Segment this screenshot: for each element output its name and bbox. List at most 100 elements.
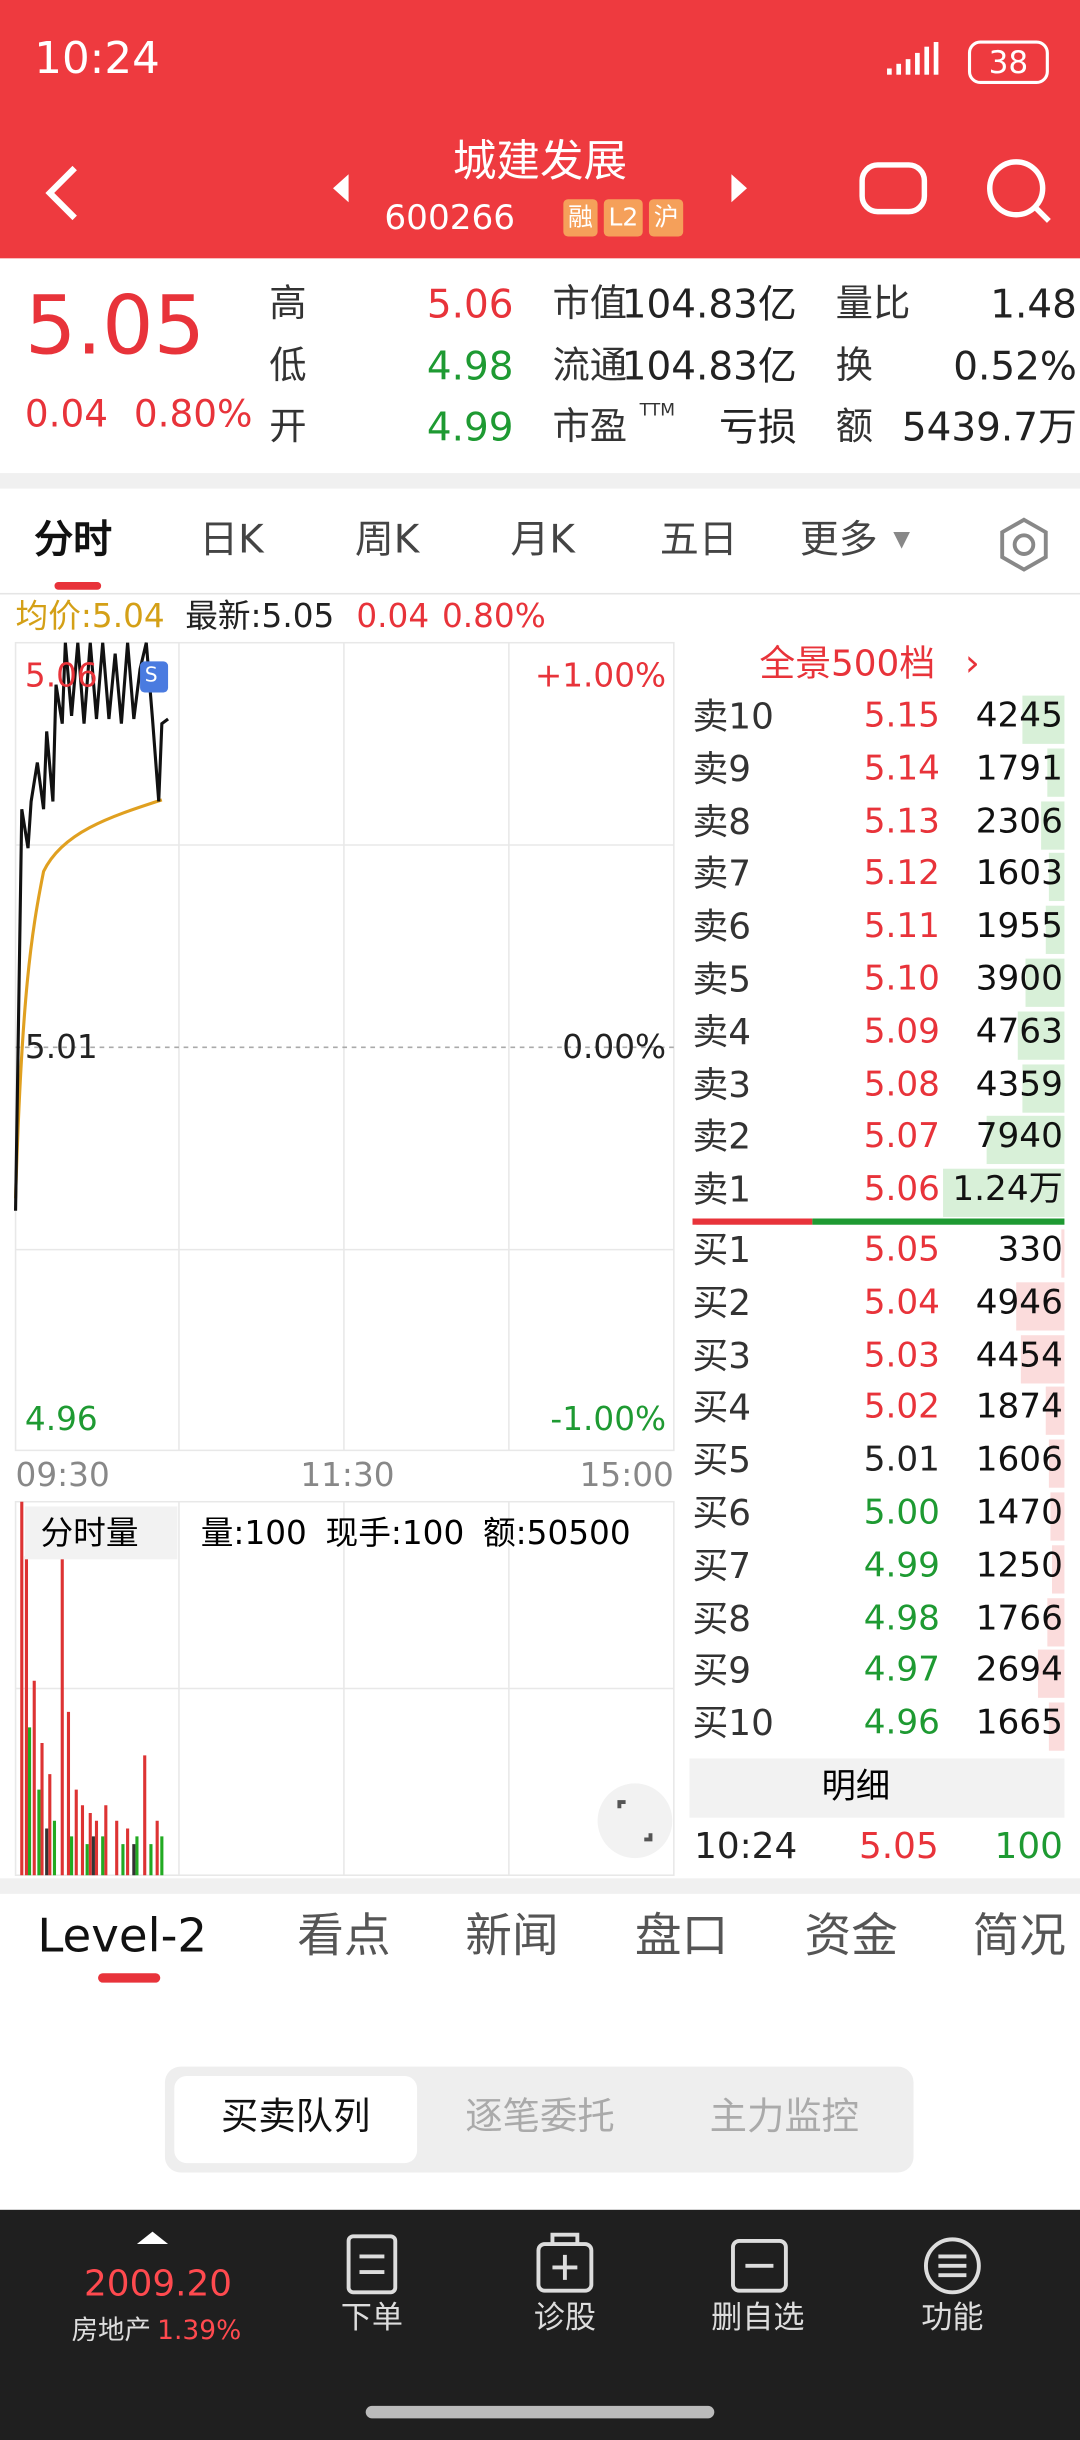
level-price: 4.96	[863, 1704, 940, 1744]
level-price: 5.12	[863, 854, 940, 894]
level-label: 卖3	[692, 1065, 752, 1106]
level-label: 卖1	[692, 1170, 752, 1212]
stat-sup: TTM	[639, 399, 676, 421]
change-pct: 0.80%	[133, 392, 253, 436]
level-price: 4.97	[863, 1651, 940, 1691]
badge: 融	[563, 199, 598, 237]
level-price: 5.13	[863, 802, 940, 842]
level-price: 5.00	[863, 1493, 940, 1533]
level-label: 卖10	[692, 697, 774, 738]
stat-value: 5.06	[426, 281, 514, 327]
chart-tab[interactable]: 周K	[354, 516, 420, 562]
settings-icon[interactable]	[996, 517, 1052, 573]
segment[interactable]: 买卖队列	[220, 2094, 371, 2139]
spread-bar	[812, 1218, 1065, 1225]
index-name: 房地产	[71, 2315, 151, 2347]
divider	[0, 473, 1080, 489]
stat-label: 额	[835, 404, 874, 449]
level-volume: 1665	[975, 1704, 1063, 1744]
tab-indicator	[98, 1973, 161, 1983]
price-mid: 5.01	[24, 1028, 98, 1066]
level-volume: 2694	[975, 1651, 1063, 1691]
latest-change: 0.04	[356, 597, 430, 635]
depth-bar	[1052, 1544, 1065, 1594]
stat-label: 量比	[835, 281, 911, 326]
level-price: 5.04	[863, 1283, 940, 1323]
level-label: 卖5	[692, 960, 752, 1001]
pct-mid: 0.00%	[562, 1028, 667, 1066]
depth-bar	[1021, 1063, 1065, 1113]
chart-tab[interactable]: 五日	[659, 516, 738, 562]
detail-price: 5.05	[859, 1826, 939, 1868]
level-volume: 1955	[975, 907, 1063, 947]
depth-bar	[1048, 1702, 1065, 1752]
stat-label: 市盈	[552, 404, 628, 449]
nav-item[interactable]: 功能	[921, 2298, 984, 2336]
level-label: 卖9	[692, 749, 752, 791]
content-tab[interactable]: 新闻	[465, 1909, 559, 1964]
level-volume: 1606	[975, 1441, 1063, 1481]
chart-tab[interactable]: 分时	[34, 516, 113, 562]
level-label: 买5	[692, 1441, 752, 1482]
level-label: 卖8	[692, 802, 752, 843]
detail-header	[689, 1758, 1065, 1818]
detail-time: 10:24	[694, 1826, 798, 1868]
stat-label: 高	[269, 281, 307, 326]
stock-code: 600266	[384, 199, 516, 239]
chart-tab[interactable]: 月K	[510, 516, 575, 562]
chevron: ›	[964, 641, 980, 685]
nav-item[interactable]: 诊股	[533, 2298, 597, 2336]
level-volume: 1874	[975, 1388, 1063, 1428]
volume-selector[interactable]: 分时量	[24, 1506, 178, 1560]
content-tab[interactable]: 盘口	[634, 1909, 729, 1964]
level-price: 5.08	[863, 1065, 940, 1105]
level-volume: 1766	[975, 1599, 1063, 1639]
level-volume: 1.24万	[952, 1170, 1063, 1210]
avg-label: 均价:5.04	[15, 597, 165, 635]
detail-title[interactable]: 明细	[821, 1767, 891, 1807]
level-label: 卖2	[692, 1117, 752, 1159]
content-tab[interactable]: 看点	[297, 1909, 391, 1964]
depth-bar	[943, 1168, 1065, 1218]
segment[interactable]: 主力监控	[709, 2094, 860, 2139]
chart-tab[interactable]: 更多	[799, 516, 878, 562]
depth-bar	[1048, 853, 1065, 902]
level-volume: 1250	[975, 1546, 1063, 1586]
level-label: 卖7	[692, 854, 752, 896]
chart-tab[interactable]: 日K	[199, 516, 264, 562]
level-volume: 330	[997, 1230, 1063, 1270]
depth-bar	[1016, 1281, 1065, 1331]
level-price: 5.14	[863, 749, 940, 789]
content-tab[interactable]: Level-2	[37, 1909, 208, 1964]
level-price: 5.01	[863, 1441, 940, 1481]
depth-bar	[1047, 1597, 1065, 1646]
spread-bar	[692, 1218, 813, 1225]
stat-value: 4.99	[426, 404, 514, 450]
detail-volume: 100	[994, 1826, 1063, 1868]
nav-item[interactable]: 下单	[340, 2298, 404, 2336]
time-label: 15:00	[579, 1456, 674, 1494]
level-label: 卖6	[692, 907, 752, 949]
level-volume: 1791	[975, 749, 1063, 789]
level-price: 4.99	[863, 1546, 940, 1586]
depth-bar	[1022, 695, 1065, 744]
depth-bar	[1041, 800, 1065, 850]
nav-item[interactable]: 删自选	[711, 2298, 805, 2336]
depth-title[interactable]: 全景500档	[759, 644, 936, 685]
level-volume: 1603	[975, 854, 1063, 894]
level-price: 5.10	[863, 960, 940, 1000]
content-tab[interactable]: 简况	[972, 1909, 1066, 1964]
index-value: 2009.20	[84, 2264, 233, 2305]
dropdown-caret: ▼	[893, 527, 911, 553]
depth-bar	[1046, 1387, 1065, 1436]
depth-bar	[986, 1116, 1065, 1165]
segment-active	[174, 2075, 418, 2164]
content-tab[interactable]: 资金	[804, 1909, 898, 1964]
level-price: 5.07	[863, 1117, 940, 1157]
time-label: 11:30	[300, 1456, 395, 1494]
latest-label: 最新:5.05	[185, 597, 335, 635]
volume-text: 现手:100	[325, 1514, 465, 1552]
segment[interactable]: 逐笔委托	[465, 2094, 615, 2139]
level-price: 5.02	[863, 1388, 940, 1428]
